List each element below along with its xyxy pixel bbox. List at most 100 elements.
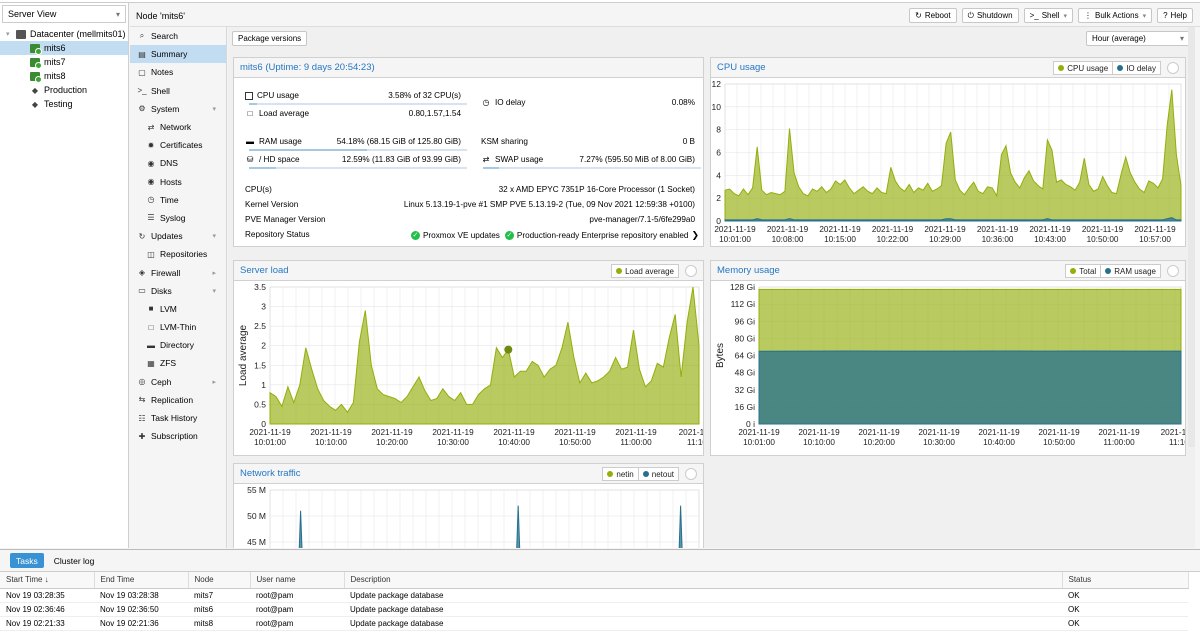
repositories-icon: ◫ — [147, 249, 155, 259]
table-cell: root@pam — [250, 588, 344, 603]
y-tick-label: 8 — [716, 125, 721, 135]
legend-item-load-average[interactable]: Load average — [611, 264, 679, 278]
legend-label: netin — [616, 469, 634, 479]
undo-zoom-button[interactable] — [1167, 265, 1179, 277]
shutdown-button[interactable]: ⏻ Shutdown — [961, 8, 1019, 23]
menu-item-updates[interactable]: ↻ Updates ▾ — [130, 227, 226, 245]
directory-icon: ▬ — [147, 340, 155, 350]
series-area-load-average[interactable] — [269, 286, 700, 425]
shell-button[interactable]: >_ Shell ▾ — [1023, 8, 1073, 23]
memory-chart-title: Memory usage — [717, 265, 780, 276]
column-header[interactable]: Start Time ↓ — [0, 572, 95, 589]
hd-space-bar — [249, 167, 467, 169]
x-tick-time: 11:10 — [687, 438, 703, 447]
column-header[interactable]: Status — [1062, 572, 1189, 589]
series-area-ram-usage[interactable] — [758, 350, 1182, 425]
legend-item-cpu-usage[interactable]: CPU usage — [1053, 61, 1114, 75]
tab-tasks[interactable]: Tasks — [10, 553, 44, 568]
table-cell: OK — [1062, 602, 1188, 617]
help-button[interactable]: ? Help — [1157, 8, 1193, 23]
y-tick-label: 0.5 — [254, 399, 266, 409]
pve-version-label: PVE Manager Version — [245, 215, 326, 224]
chevron-right-icon: ▸ — [212, 378, 216, 386]
collapse-icon[interactable]: ▾ — [6, 31, 10, 38]
x-tick-date: 2021-11-19 — [714, 225, 756, 234]
menu-item-subscription[interactable]: ✚ Subscription — [130, 427, 226, 445]
menu-item-notes[interactable]: ▢ Notes — [130, 63, 226, 81]
x-tick-time: 10:08:00 — [772, 235, 804, 244]
table-row[interactable]: Nov 19 02:21:33 Nov 19 02:21:36 mits8 root@… — [0, 616, 1188, 631]
tree-item-mits6[interactable]: mits6 — [0, 41, 128, 55]
menu-item-ceph[interactable]: ◎ Ceph ▸ — [130, 373, 226, 391]
legend-item-ram-usage[interactable]: RAM usage — [1100, 264, 1161, 278]
menu-item-certificates[interactable]: ✹ Certificates — [130, 136, 226, 154]
menu-item-label: Hosts — [160, 176, 182, 187]
timeframe-select[interactable]: Hour (average) ▾ — [1086, 31, 1190, 46]
tree-item-testing[interactable]: ◆ Testing — [0, 97, 128, 111]
undo-zoom-button[interactable] — [685, 265, 697, 277]
x-tick-date: 2021-11-19 — [249, 428, 291, 437]
firewall-icon: ◈ — [138, 268, 146, 278]
y-tick-label: 10 — [712, 102, 722, 112]
package-versions-button[interactable]: Package versions — [232, 31, 308, 46]
chevron-right-icon: ▸ — [212, 269, 216, 277]
y-tick-label: 128 Gi — [730, 282, 755, 292]
menu-item-dns[interactable]: ◉ DNS — [130, 154, 226, 172]
column-header[interactable]: User name — [250, 572, 345, 589]
kernel-value: Linux 5.13.19-1-pve #1 SMP PVE 5.13.19-2… — [403, 200, 695, 209]
menu-item-zfs[interactable]: ▦ ZFS — [130, 354, 226, 372]
tree-item-datacenter[interactable]: ▾ Datacenter (mellmits01) — [0, 27, 128, 41]
table-row[interactable]: Nov 19 03:28:35 Nov 19 03:28:38 mits7 root@… — [0, 588, 1188, 603]
ksm-sharing-value: 0 B — [682, 137, 695, 146]
view-selector[interactable]: Server View ▾ — [2, 5, 126, 23]
menu-item-syslog[interactable]: ☰ Syslog — [130, 209, 226, 227]
menu-item-directory[interactable]: ▬ Directory — [130, 336, 226, 354]
table-cell: Nov 19 02:21:33 — [0, 616, 94, 631]
menu-item-repositories[interactable]: ◫ Repositories — [130, 245, 226, 263]
menu-item-label: LVM-Thin — [160, 322, 197, 333]
menu-item-lvm-thin[interactable]: □ LVM-Thin — [130, 318, 226, 336]
menu-item-network[interactable]: ⇄ Network — [130, 118, 226, 136]
cpu-usage-chart: 0246810122021-11-1910:01:002021-11-1910:… — [712, 79, 1195, 244]
menu-item-time[interactable]: ◷ Time — [130, 191, 226, 209]
legend-item-netout[interactable]: netout — [637, 467, 679, 481]
menu-item-label: Time — [160, 194, 179, 205]
menu-item-summary[interactable]: ▤ Summary — [130, 45, 226, 64]
legend-item-netin[interactable]: netin — [602, 467, 639, 481]
tree-item-mits7[interactable]: mits7 — [0, 55, 128, 69]
tree-item-production[interactable]: ◆ Production — [0, 83, 128, 97]
column-header[interactable]: End Time — [94, 572, 189, 589]
plot-area[interactable] — [269, 489, 700, 548]
tab-cluster-log[interactable]: Cluster log — [53, 555, 95, 566]
tree-item-mits8[interactable]: mits8 — [0, 69, 128, 83]
bulk-actions-button[interactable]: ⋮ Bulk Actions ▾ — [1078, 8, 1153, 23]
menu-item-hosts[interactable]: ◉ Hosts — [130, 173, 226, 191]
menu-item-system[interactable]: ⚙ System ▾ — [130, 100, 226, 118]
series-area-cpu-usage[interactable] — [724, 89, 1182, 222]
content-scrollbar[interactable] — [1188, 27, 1195, 447]
menu-item-shell[interactable]: >_ Shell — [130, 82, 226, 100]
menu-item-search[interactable]: ⌕ Search — [130, 27, 226, 45]
datacenter-icon — [16, 29, 26, 39]
menu-item-label: Shell — [151, 85, 170, 96]
legend-item-io-delay[interactable]: IO delay — [1112, 61, 1161, 75]
undo-zoom-button[interactable] — [685, 468, 697, 480]
column-header[interactable]: Description — [344, 572, 1063, 589]
column-header[interactable]: Node — [188, 572, 251, 589]
hd-space-value: 12.59% (11.83 GiB of 93.99 GiB) — [341, 155, 461, 164]
repo-status-value[interactable]: ✓ Proxmox VE updates ✓ Production-ready … — [410, 230, 699, 241]
reboot-button[interactable]: ↻ Reboot — [909, 8, 957, 23]
memory-usage-chart: 0 i 16 Gi 32 Gi 48 Gi 64 Gi 80 Gi 96 Gi 112 Gi 1… — [715, 282, 1195, 447]
menu-item-task-history[interactable]: ☷ Task History — [130, 409, 226, 427]
series-area-io-delay[interactable] — [724, 217, 1182, 222]
x-tick-time: 11:10 — [1169, 438, 1185, 447]
table-row[interactable]: Nov 19 02:36:46 Nov 19 02:36:50 mits6 root@… — [0, 602, 1188, 617]
menu-item-lvm[interactable]: ■ LVM — [130, 300, 226, 318]
menu-item-replication[interactable]: ⇆ Replication — [130, 391, 226, 409]
undo-zoom-button[interactable] — [1167, 62, 1179, 74]
menu-item-firewall[interactable]: ◈ Firewall ▸ — [130, 263, 226, 281]
menu-item-disks[interactable]: ▭ Disks ▾ — [130, 282, 226, 300]
updates-icon: ↻ — [138, 231, 146, 241]
legend-item-total[interactable]: Total — [1065, 264, 1102, 278]
table-cell: OK — [1062, 616, 1188, 631]
